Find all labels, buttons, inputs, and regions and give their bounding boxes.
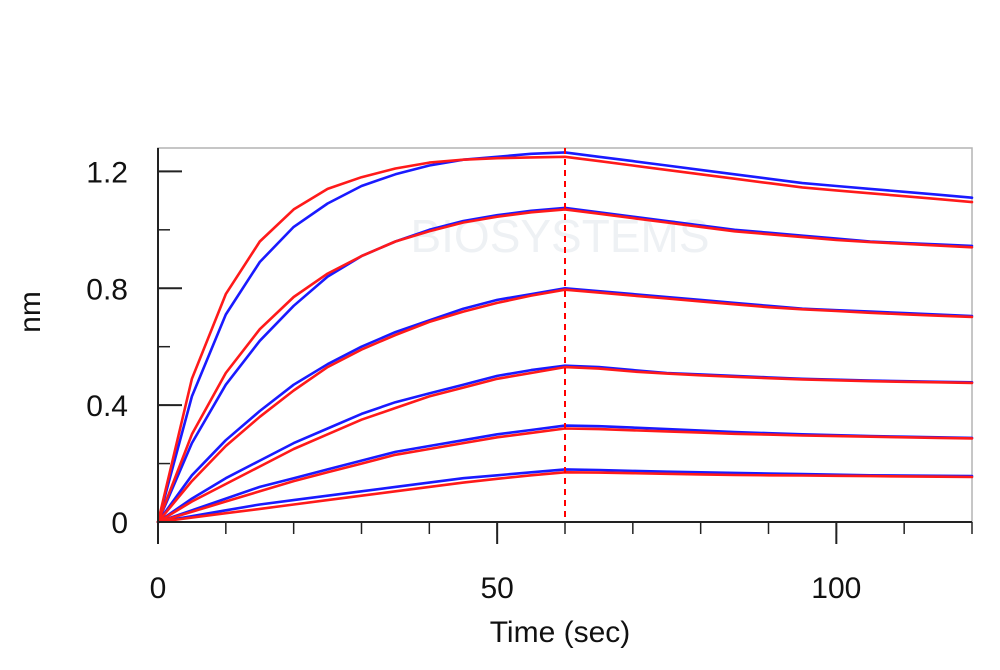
- y-axis-title: nm: [14, 291, 47, 333]
- watermark-text: BIOSYSTEMS: [410, 210, 709, 262]
- fit-curve: [156, 208, 974, 524]
- y-tick-label: 0.8: [86, 273, 128, 306]
- y-tick-label: 1.2: [86, 156, 128, 189]
- measured-curve: [156, 364, 974, 524]
- fit-curve: [156, 288, 974, 524]
- y-tick-label: 0: [111, 507, 128, 540]
- y-tick-label: 0.4: [86, 390, 128, 423]
- x-tick-label: 50: [480, 572, 513, 605]
- x-axis-title: Time (sec): [490, 616, 631, 649]
- fit-curve: [156, 155, 974, 524]
- fit-curve: [156, 365, 974, 524]
- x-axis: 0 50 100: [150, 521, 973, 605]
- x-tick-label: 100: [811, 572, 861, 605]
- x-tick-label: 0: [150, 572, 167, 605]
